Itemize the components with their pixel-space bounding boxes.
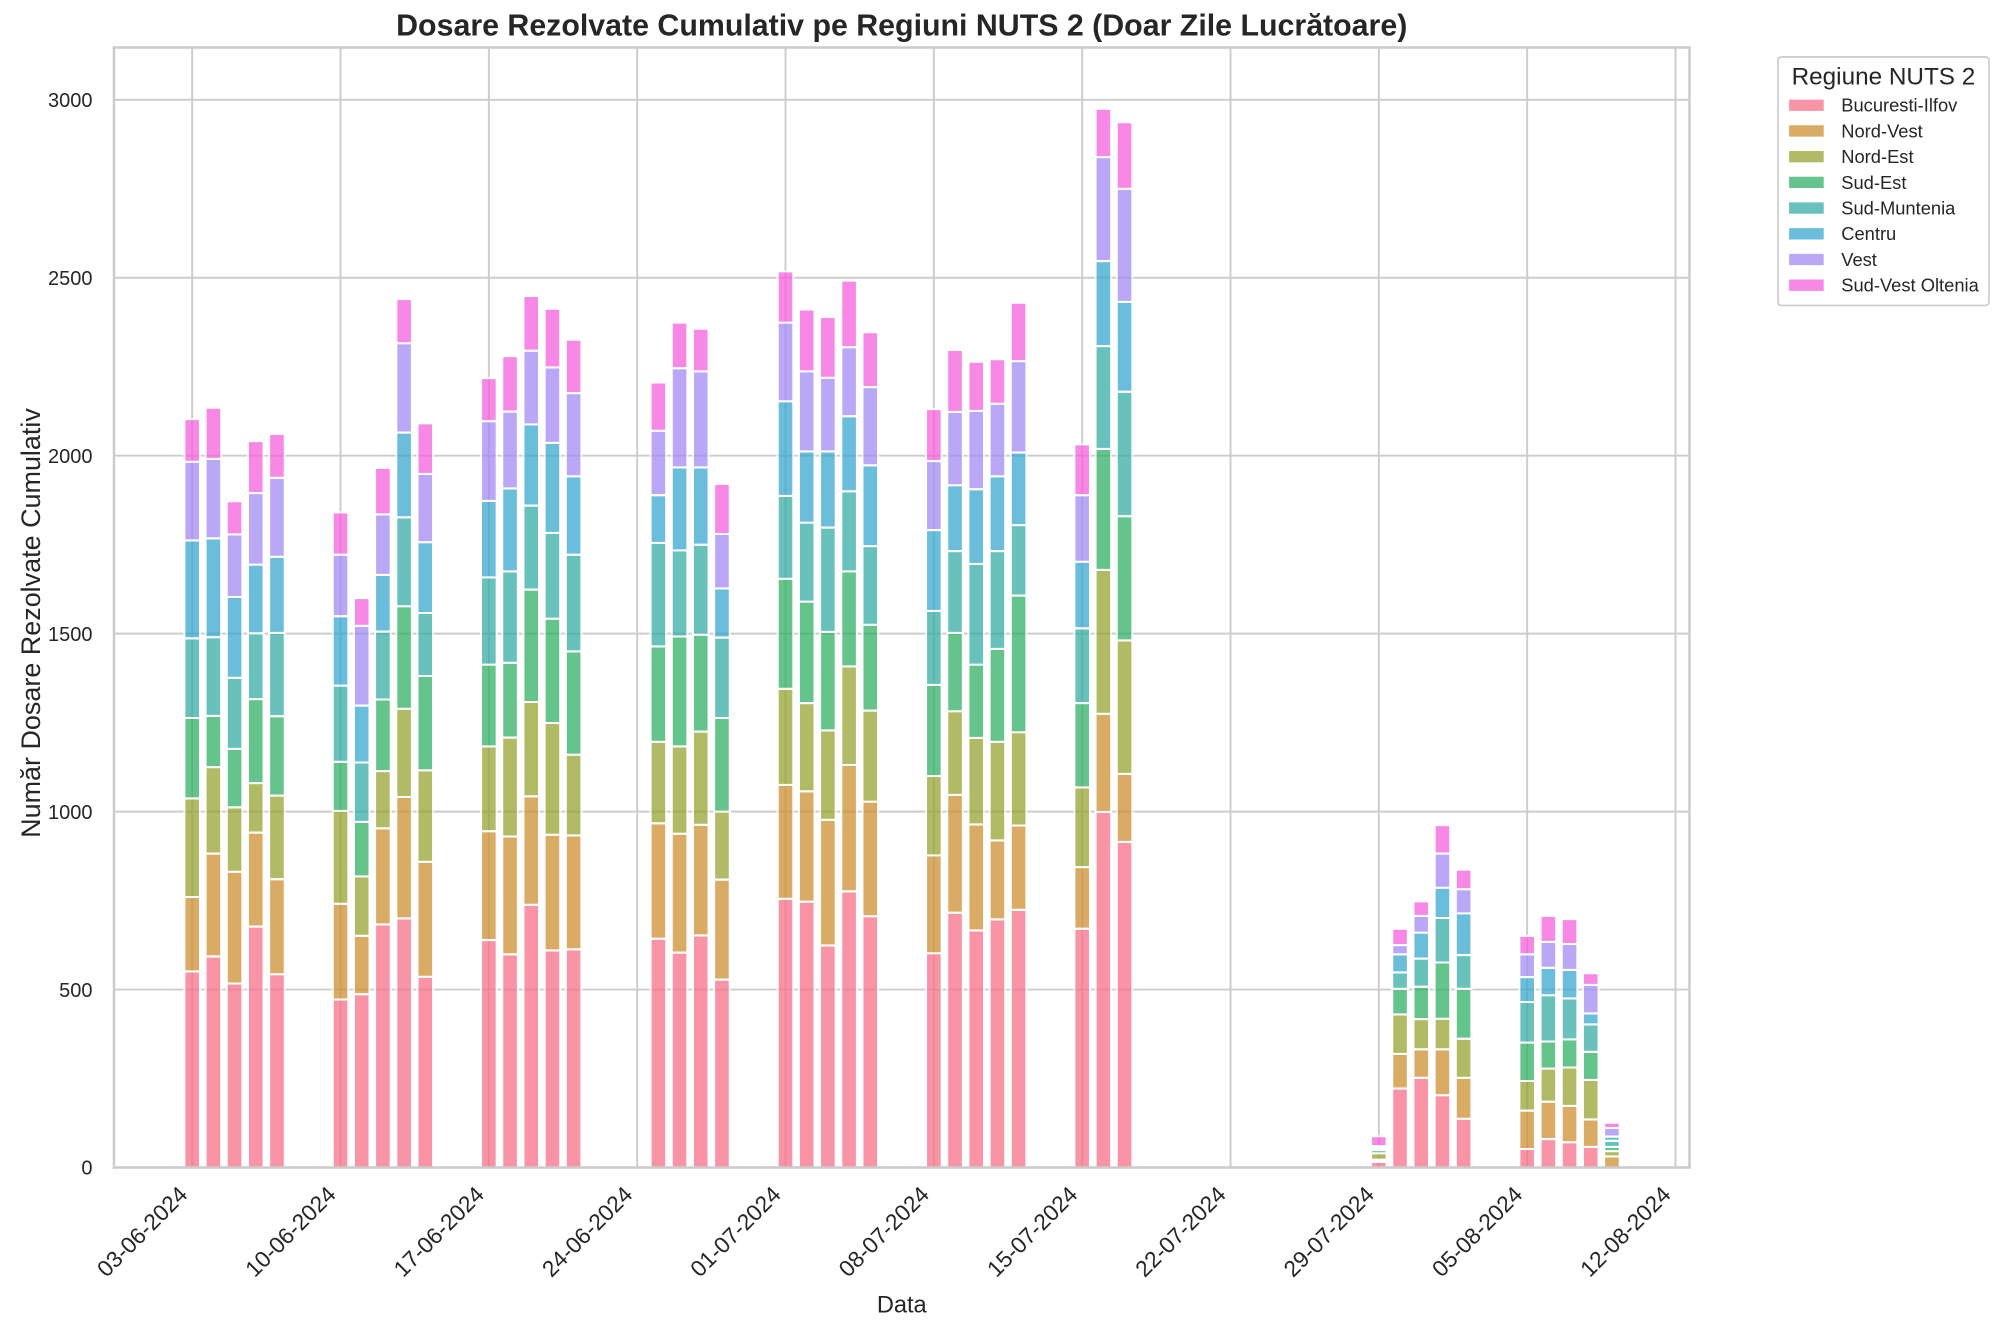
svg-text:2000: 2000	[48, 446, 92, 468]
svg-text:Număr Dosare Rezolvate Cumulat: Număr Dosare Rezolvate Cumulativ	[16, 408, 46, 838]
svg-text:500: 500	[59, 980, 92, 1002]
svg-text:3000: 3000	[48, 90, 92, 112]
svg-text:1000: 1000	[48, 802, 92, 824]
svg-text:Nord-Vest: Nord-Vest	[1841, 120, 1923, 141]
svg-text:0: 0	[81, 1158, 92, 1180]
svg-text:Regiune NUTS 2: Regiune NUTS 2	[1792, 64, 1976, 91]
svg-text:Centru: Centru	[1841, 223, 1896, 244]
svg-text:Bucuresti-Ilfov: Bucuresti-Ilfov	[1841, 95, 1958, 116]
svg-text:Sud-Muntenia: Sud-Muntenia	[1841, 197, 1956, 218]
svg-text:Sud-Est: Sud-Est	[1841, 172, 1906, 193]
svg-text:Data: Data	[877, 1293, 928, 1319]
svg-text:1500: 1500	[48, 624, 92, 646]
svg-text:Sud-Vest Oltenia: Sud-Vest Oltenia	[1841, 275, 1979, 296]
svg-text:2500: 2500	[48, 268, 92, 290]
svg-text:Dosare Rezolvate Cumulativ pe: Dosare Rezolvate Cumulativ pe Regiuni NU…	[396, 10, 1407, 43]
svg-text:Vest: Vest	[1841, 249, 1877, 270]
svg-text:Nord-Est: Nord-Est	[1841, 146, 1913, 167]
